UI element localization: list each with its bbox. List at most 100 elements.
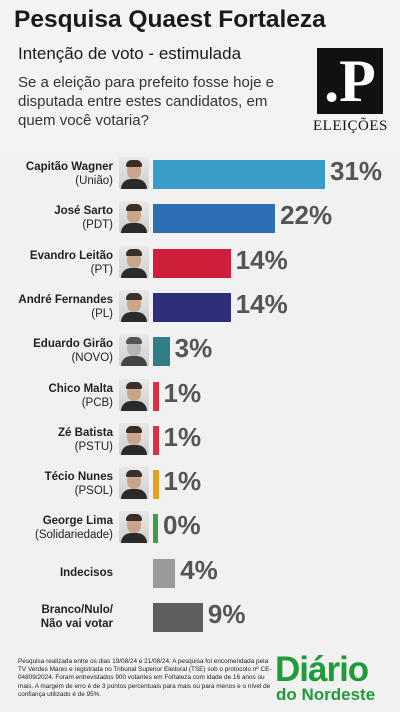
photo-body — [121, 356, 147, 367]
data-label: 4% — [180, 554, 218, 585]
chart-row: Zé Batista (PSTU) 1% — [0, 420, 400, 460]
photo-body — [121, 223, 147, 234]
candidate-label: Evandro Leitão (PT) — [3, 243, 113, 283]
photo-hair — [126, 470, 142, 478]
candidate-label: Branco/Nulo/Não vai votar — [3, 597, 113, 637]
header: Pesquisa Quaest Fortaleza Intenção de vo… — [0, 0, 400, 150]
candidate-party: (PCB) — [81, 396, 113, 409]
candidate-label: Capitão Wagner (União) — [3, 154, 113, 194]
chart-row: Capitão Wagner (União) 31% — [0, 154, 400, 194]
data-label: 14% — [235, 288, 288, 319]
chart-row: Indecisos 4% — [0, 553, 400, 593]
chart-row: Eduardo Girão (NOVO) 3% — [0, 331, 400, 371]
photo-body — [121, 267, 147, 278]
photo-body — [121, 179, 147, 189]
candidate-photo — [119, 467, 149, 500]
candidate-photo — [119, 289, 149, 322]
candidate-label: André Fernandes (PL) — [3, 287, 113, 327]
chart-row: José Sarto (PDT) 22% — [0, 198, 400, 238]
candidate-party: (PSTU) — [74, 440, 113, 453]
chart-bar — [153, 514, 158, 544]
candidate-name: Zé Batista — [58, 426, 113, 439]
data-label: 0% — [163, 510, 201, 541]
candidate-label: Eduardo Girão (NOVO) — [3, 331, 113, 371]
candidate-party: (PL) — [91, 307, 113, 320]
candidate-name: Chico Malta — [48, 382, 113, 395]
candidate-party: (União) — [75, 175, 113, 187]
data-label: 3% — [174, 333, 213, 364]
candidate-name: Branco/Nulo/ — [41, 604, 113, 616]
logo-line-2: do Nordeste — [276, 685, 376, 704]
data-label: 9% — [207, 599, 246, 629]
candidate-photo — [119, 334, 149, 367]
candidate-name: Indecisos — [59, 566, 113, 579]
candidate-photo — [119, 201, 149, 234]
data-label: 1% — [163, 377, 202, 408]
chart-bar — [153, 337, 170, 367]
chart-bar — [153, 470, 159, 500]
badge-letter: .P — [317, 48, 383, 114]
photo-hair — [126, 204, 142, 212]
data-label: 14% — [235, 244, 288, 275]
chart-bar — [153, 425, 159, 455]
chart-bar — [153, 381, 159, 411]
photo-body — [121, 489, 147, 500]
candidate-label: Indecisos — [3, 553, 113, 593]
page-subtitle: Intenção de voto - estimulada — [18, 44, 242, 63]
candidate-party: (NOVO) — [71, 352, 113, 365]
chart-bar — [153, 292, 231, 322]
candidate-photo — [119, 245, 149, 278]
candidate-party: (Solidariedade) — [35, 529, 113, 542]
photo-hair — [126, 381, 142, 389]
chart-bar — [153, 558, 176, 588]
chart-area: Capitão Wagner (União) 31% José Sarto (PDT) 2… — [0, 150, 400, 650]
candidate-label: Zé Batista (PSTU) — [3, 420, 113, 460]
photo-body — [121, 533, 147, 544]
data-label: 22% — [280, 200, 333, 231]
photo-body — [121, 400, 147, 411]
chart-bar — [153, 248, 231, 278]
page-title: Pesquisa Quaest Fortaleza — [14, 6, 326, 33]
chart-row: George Lima (Solidariedade) 0% — [0, 508, 400, 548]
candidate-name: George Lima — [42, 515, 113, 528]
chart-row: Branco/Nulo/Não vai votar 9% — [0, 597, 400, 637]
chart-bar — [153, 160, 325, 189]
candidate-photo — [119, 157, 149, 189]
candidate-name: Técio Nunes — [44, 471, 113, 484]
methodology-footnote: Pesquisa realizada entre os dias 19/08/2… — [18, 658, 272, 698]
photo-hair — [126, 425, 142, 433]
candidate-label: Técio Nunes (PSOL) — [3, 464, 113, 504]
candidate-photo — [119, 378, 149, 411]
badge-label: ELEIÇÕES — [313, 118, 388, 134]
data-label: 31% — [330, 156, 383, 186]
candidate-name: André Fernandes — [18, 293, 113, 306]
photo-hair — [126, 292, 142, 300]
chart-row: Evandro Leitão (PT) 14% — [0, 243, 400, 283]
candidate-name: Capitão Wagner — [25, 161, 113, 173]
data-label: 1% — [163, 466, 202, 497]
chart-row: Chico Malta (PCB) 1% — [0, 376, 400, 416]
diario-do-nordeste-logo: Diário do Nordeste — [275, 650, 393, 708]
candidate-party: (PT) — [90, 263, 113, 276]
footer: Pesquisa realizada entre os dias 19/08/2… — [0, 650, 400, 712]
candidate-name: Eduardo Girão — [33, 338, 113, 351]
photo-hair — [126, 160, 142, 167]
photo-body — [121, 311, 147, 322]
chart-bar — [153, 603, 203, 632]
candidate-party: (PSOL) — [74, 485, 113, 498]
photo-hair — [126, 248, 142, 256]
data-label: 1% — [163, 421, 202, 452]
candidate-label: George Lima (Solidariedade) — [3, 508, 113, 548]
chart-row: André Fernandes (PL) 14% — [0, 287, 400, 327]
photo-hair — [126, 337, 142, 345]
survey-question: Se a eleição para prefeito fosse hoje e … — [18, 74, 275, 129]
candidate-photo — [119, 511, 149, 544]
logo-line-1: Diário — [275, 650, 369, 689]
candidate-party: Não vai votar — [40, 618, 113, 630]
chart-bar — [153, 204, 276, 234]
candidate-photo — [119, 422, 149, 455]
candidate-party: (PDT) — [82, 219, 113, 232]
photo-hair — [126, 514, 142, 522]
candidate-label: José Sarto (PDT) — [3, 198, 113, 238]
candidate-name: José Sarto — [54, 205, 113, 218]
